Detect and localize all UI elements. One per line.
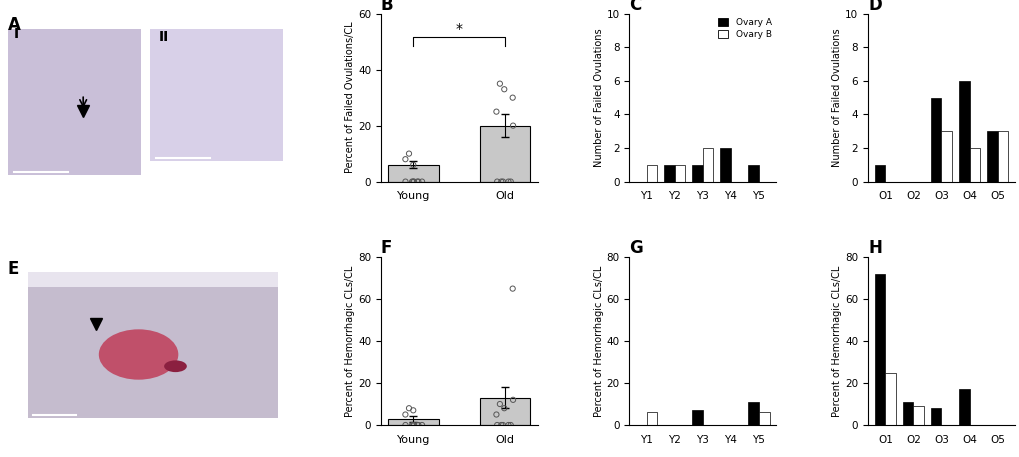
Point	[504, 94, 521, 101]
FancyBboxPatch shape	[8, 29, 142, 175]
Bar	[719, 148, 731, 181]
Bar	[663, 165, 674, 181]
Point	[409, 178, 425, 185]
Point	[494, 178, 511, 185]
Legend: Ovary A, Ovary B: Ovary A, Ovary B	[717, 18, 771, 39]
Point	[491, 400, 507, 408]
Ellipse shape	[164, 361, 186, 372]
Text: D: D	[867, 0, 880, 14]
Bar	[930, 98, 941, 181]
Point	[400, 150, 417, 157]
Point	[488, 108, 504, 115]
Bar	[884, 372, 895, 425]
Bar	[986, 131, 997, 181]
Bar	[674, 165, 685, 181]
Point	[491, 80, 507, 87]
Point	[488, 178, 504, 185]
Point	[502, 421, 519, 429]
Bar	[912, 406, 923, 425]
Point	[502, 178, 519, 185]
Point	[488, 411, 504, 418]
Point	[410, 178, 426, 185]
Text: E: E	[8, 260, 19, 278]
Text: I: I	[13, 27, 18, 41]
Point	[409, 421, 425, 429]
Point	[499, 178, 516, 185]
Point	[400, 404, 417, 412]
Point	[414, 178, 430, 185]
Text: H: H	[867, 239, 881, 257]
Bar	[958, 81, 969, 181]
Point	[504, 396, 521, 404]
Point	[499, 421, 516, 429]
Ellipse shape	[99, 329, 178, 380]
Bar	[969, 148, 979, 181]
Bar	[874, 274, 884, 425]
FancyBboxPatch shape	[150, 29, 283, 161]
Point	[405, 178, 421, 185]
Point	[488, 421, 504, 429]
Y-axis label: Percent of Failed Ovulations/CL: Percent of Failed Ovulations/CL	[344, 22, 355, 174]
Point	[414, 421, 430, 429]
Point	[406, 178, 422, 185]
Point	[404, 421, 420, 429]
Text: G: G	[629, 239, 642, 257]
Point	[396, 155, 413, 163]
Point	[406, 421, 422, 429]
Bar	[387, 419, 438, 425]
Text: II: II	[158, 31, 168, 44]
Point	[396, 411, 413, 418]
Point	[405, 407, 421, 414]
Point	[495, 85, 512, 93]
Point	[397, 178, 414, 185]
Bar	[958, 389, 969, 425]
Point	[410, 421, 426, 429]
Point	[404, 178, 420, 185]
Bar	[758, 412, 768, 425]
Y-axis label: Number of Failed Ovulations: Number of Failed Ovulations	[832, 28, 842, 167]
Point	[495, 404, 512, 412]
Text: A: A	[8, 16, 20, 34]
Point	[397, 421, 414, 429]
Point	[492, 421, 508, 429]
FancyBboxPatch shape	[28, 272, 277, 287]
Y-axis label: Percent of Hemorrhagic CLs/CL: Percent of Hemorrhagic CLs/CL	[344, 266, 355, 417]
Bar	[646, 412, 656, 425]
Y-axis label: Percent of Hemorrhagic CLs/CL: Percent of Hemorrhagic CLs/CL	[593, 266, 603, 417]
Point	[504, 122, 521, 129]
Bar	[902, 402, 912, 425]
Point	[492, 178, 508, 185]
Point	[504, 285, 521, 292]
Bar	[479, 398, 530, 425]
Y-axis label: Number of Failed Ovulations: Number of Failed Ovulations	[593, 28, 603, 167]
Bar	[646, 165, 656, 181]
Bar	[479, 126, 530, 181]
Y-axis label: Percent of Hemorrhagic CLs/CL: Percent of Hemorrhagic CLs/CL	[832, 266, 842, 417]
Bar	[997, 131, 1007, 181]
Bar	[692, 165, 702, 181]
Bar	[387, 165, 438, 181]
Bar	[874, 165, 884, 181]
Text: *: *	[455, 21, 463, 36]
Bar	[702, 148, 712, 181]
Point	[405, 161, 421, 169]
Point	[494, 421, 511, 429]
FancyBboxPatch shape	[28, 272, 277, 418]
Text: B: B	[380, 0, 393, 14]
Point	[405, 421, 421, 429]
Bar	[941, 131, 951, 181]
Bar	[748, 165, 758, 181]
Text: C: C	[629, 0, 641, 14]
Bar	[692, 410, 702, 425]
Text: F: F	[380, 239, 392, 257]
Bar	[930, 408, 941, 425]
Bar	[748, 402, 758, 425]
